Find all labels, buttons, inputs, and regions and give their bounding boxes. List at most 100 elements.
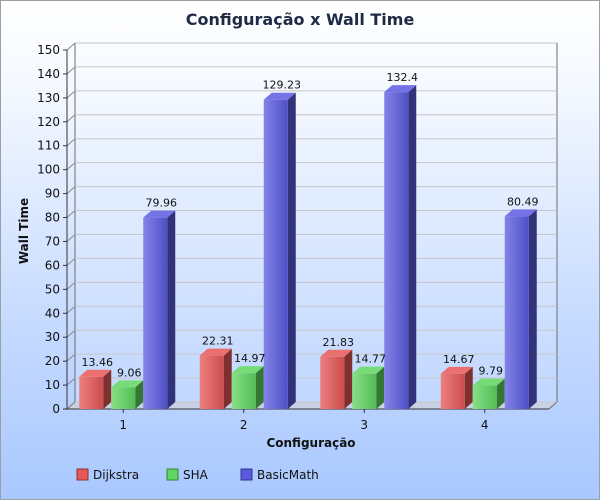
gridline-side [66, 305, 76, 314]
bar-side [464, 366, 473, 409]
bar-basicmath-3 [384, 85, 417, 409]
x-tick-label: 4 [481, 418, 489, 432]
gridline-side [66, 186, 76, 194]
data-label: 14.67 [443, 353, 475, 366]
x-tick-label: 3 [360, 418, 368, 432]
bar-side [496, 378, 505, 409]
data-label: 13.46 [82, 356, 114, 369]
bar-side [167, 210, 176, 409]
bar-side [135, 380, 144, 409]
bar-front [143, 217, 168, 409]
data-label: 9.06 [117, 366, 142, 379]
y-axis-title: Wall Time [17, 198, 31, 264]
y-tick-label: 10 [45, 378, 60, 392]
x-axis-title: Configuração [266, 436, 355, 450]
bar-front [472, 385, 497, 409]
bar-sha-1 [111, 380, 144, 409]
y-tick-label: 30 [45, 330, 60, 344]
y-tick-label: 140 [37, 67, 60, 81]
gridline-side [66, 90, 76, 99]
legend: Dijkstra SHA BasicMath [76, 468, 319, 482]
legend-label: BasicMath [257, 468, 319, 482]
gridline-side [66, 401, 76, 410]
y-tick-label: 150 [37, 43, 60, 57]
gridline-side [66, 210, 76, 218]
data-label: 22.31 [202, 335, 234, 348]
legend-swatch [76, 468, 89, 481]
gridline-side [66, 353, 76, 362]
bar-sha-4 [472, 378, 505, 409]
legend-label: SHA [183, 468, 209, 482]
data-label: 14.97 [234, 352, 266, 365]
bar-front [79, 376, 104, 409]
y-tick-label: 60 [45, 258, 60, 272]
x-tick-label: 1 [119, 418, 127, 432]
x-tick-label: 2 [240, 418, 248, 432]
gridline-side [66, 42, 76, 51]
y-tick-label: 120 [37, 115, 60, 129]
bar-front [384, 92, 409, 409]
y-tick-label: 50 [45, 282, 60, 296]
data-label: 80.49 [507, 195, 539, 208]
bar-side [376, 366, 385, 409]
bar-front [352, 373, 377, 409]
y-tick-label: 110 [37, 139, 60, 153]
data-label: 21.83 [323, 336, 355, 349]
bar-side [408, 85, 417, 409]
chart-title: Configuração x Wall Time [186, 10, 415, 29]
gridline-side [66, 258, 76, 266]
bar-sha-3 [352, 366, 385, 409]
legend-swatch [166, 468, 179, 481]
bar-top [504, 209, 537, 217]
y-tick-label: 80 [45, 211, 60, 225]
bar-side [344, 349, 353, 409]
bar-front [111, 387, 136, 409]
gridline-side [66, 114, 76, 123]
bar-top [472, 378, 505, 386]
bar-sha-2 [231, 366, 264, 409]
data-label: 9.79 [479, 365, 504, 378]
y-tick-label: 0 [52, 402, 60, 416]
y-tick-label: 100 [37, 163, 60, 177]
y-tick-label: 20 [45, 354, 60, 368]
legend-swatch [240, 468, 253, 481]
y-tick-label: 40 [45, 306, 60, 320]
bar-top [79, 369, 112, 377]
bar-top [231, 366, 264, 374]
bar-front [320, 356, 345, 409]
bar-top [111, 380, 144, 388]
bar-basicmath-4 [504, 209, 537, 409]
bar-side [255, 366, 264, 409]
bar-front [263, 99, 288, 409]
y-tick-label: 130 [37, 91, 60, 105]
gridline-side [66, 234, 76, 242]
gridline-side [66, 66, 76, 75]
bar-top [263, 92, 296, 100]
bar-top [352, 366, 385, 374]
data-label: 129.23 [263, 79, 302, 92]
bar-side [287, 92, 296, 409]
bar-dijkstra-2 [199, 348, 232, 409]
gridline-side [66, 377, 76, 386]
bar-basicmath-2 [263, 92, 296, 409]
gridline-side [66, 162, 76, 171]
bar-front [199, 355, 224, 409]
bar-dijkstra-4 [440, 366, 473, 409]
bar-top [440, 366, 473, 374]
bar-front [231, 373, 256, 409]
bar-dijkstra-1 [79, 369, 112, 409]
data-label: 79.96 [146, 197, 178, 210]
bar-top [199, 348, 232, 356]
data-label: 132.4 [387, 71, 419, 84]
data-label: 14.77 [355, 353, 387, 366]
y-tick-label: 90 [45, 187, 60, 201]
bar-basicmath-1 [143, 210, 176, 409]
bar-top [143, 210, 176, 218]
bar-top [320, 349, 353, 357]
bar-side [528, 209, 537, 409]
gridline-side [66, 281, 76, 290]
y-tick-label: 70 [45, 234, 60, 248]
bar-front [504, 216, 529, 409]
